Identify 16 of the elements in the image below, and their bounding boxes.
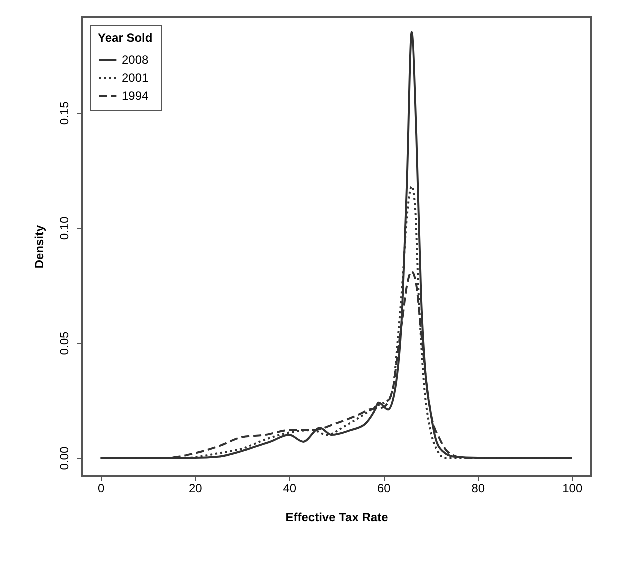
x-tick-label: 40 [283, 482, 297, 496]
x-axis-title: Effective Tax Rate [286, 510, 389, 524]
y-tick-label: 0.10 [58, 216, 72, 240]
x-tick-label: 0 [98, 482, 106, 496]
x-tick-label: 20 [188, 482, 203, 496]
x-tick-label: 100 [562, 482, 583, 496]
legend-title: Year Sold [98, 31, 153, 45]
x-tick-label: 60 [377, 482, 392, 496]
legend-label: 2001 [122, 71, 150, 85]
y-tick-label: 0.05 [58, 332, 72, 356]
y-tick-label: 0.00 [58, 446, 72, 470]
y-axis-title: Density [32, 225, 46, 269]
x-tick-label: 80 [472, 482, 486, 496]
legend-label: 1994 [122, 89, 150, 103]
y-tick-label: 0.15 [58, 101, 72, 126]
legend-label: 2008 [122, 53, 150, 67]
